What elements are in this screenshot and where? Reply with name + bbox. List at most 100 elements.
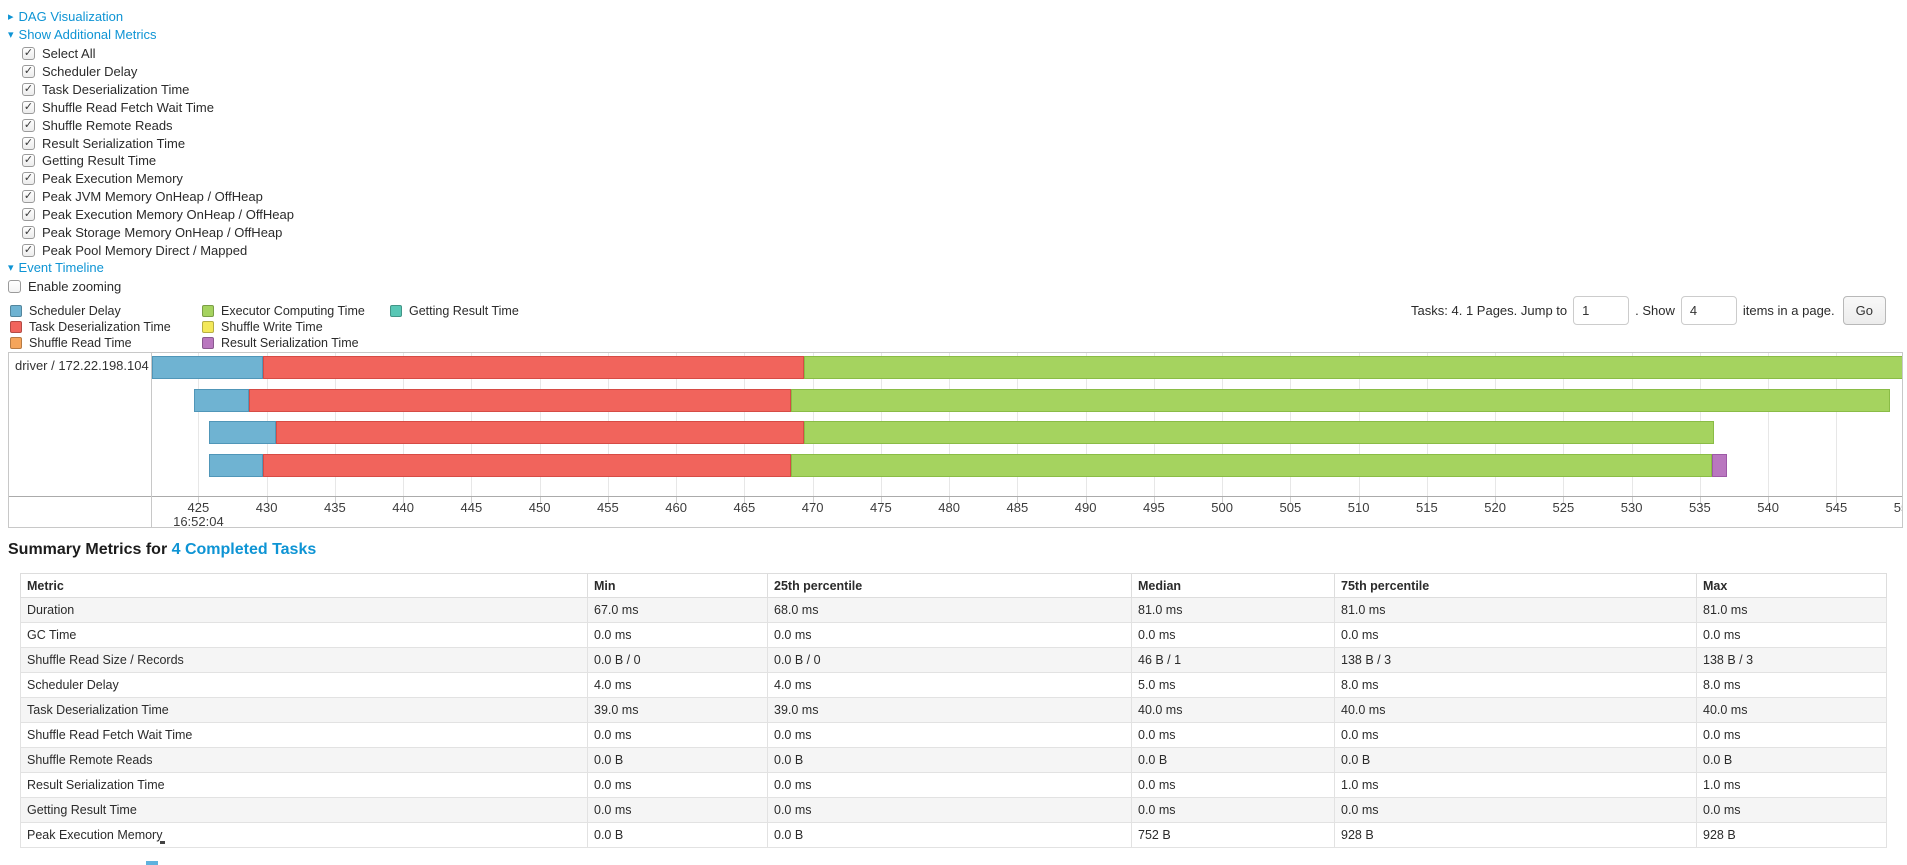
- metric-checkbox-row-peak-execution-memory-onheap-offheap[interactable]: ✓ Peak Execution Memory OnHeap / OffHeap: [22, 206, 294, 223]
- metric-value-cell: 0.0 ms: [767, 722, 1132, 748]
- tick-mark: [403, 496, 405, 503]
- metric-checkbox-row-getting-result-time[interactable]: ✓ Getting Result Time: [22, 152, 156, 169]
- checkbox-label: Peak JVM Memory OnHeap / OffHeap: [42, 189, 263, 205]
- metric-name-cell: Shuffle Read Size / Records: [20, 647, 588, 673]
- metric-checkbox-row-scheduler-delay[interactable]: ✓ Scheduler Delay: [22, 63, 137, 80]
- axis-tick-label: 520: [1484, 500, 1506, 515]
- metric-checkbox-row-shuffle-read-fetch-wait-time[interactable]: ✓ Shuffle Read Fetch Wait Time: [22, 99, 214, 116]
- dag-visualization-toggle[interactable]: ▸ DAG Visualization: [8, 9, 123, 24]
- timeline-axis-line: [9, 496, 1902, 497]
- chevron-right-icon: ▸: [8, 11, 14, 23]
- event-timeline-toggle[interactable]: ▾ Event Timeline: [8, 260, 104, 275]
- metric-checkbox-row-result-serialization-time[interactable]: ✓ Result Serialization Time: [22, 135, 185, 152]
- tick-mark: [266, 496, 268, 503]
- checkbox-icon[interactable]: ✓: [22, 47, 35, 60]
- checkbox-icon[interactable]: ✓: [22, 118, 35, 132]
- task-3-scheduler-delay-segment[interactable]: [209, 453, 263, 477]
- metric-checkbox-row-peak-jvm-memory-onheap-offheap[interactable]: ✓ Peak JVM Memory OnHeap / OffHeap: [22, 188, 263, 205]
- task-0-scheduler-delay-segment[interactable]: [152, 356, 263, 379]
- jump-to-page-input[interactable]: [1573, 296, 1630, 325]
- chevron-down-icon: ▾: [8, 262, 14, 274]
- checkbox-icon[interactable]: ✓: [22, 64, 35, 78]
- metric-value-cell: 138 B / 3: [1334, 647, 1697, 673]
- task-0-task-deserialization-segment[interactable]: [262, 356, 805, 379]
- enable-zooming-checkbox-row[interactable]: Enable zooming: [8, 278, 121, 295]
- metric-value-cell: 40.0 ms: [1696, 697, 1887, 723]
- metric-value-cell: 4.0 ms: [767, 672, 1132, 698]
- axis-tick-label: 435: [324, 500, 346, 515]
- go-button[interactable]: Go: [1842, 296, 1886, 325]
- metric-value-cell: 0.0 ms: [1334, 722, 1697, 748]
- axis-tick-label: 485: [1006, 500, 1029, 515]
- completed-tasks-link[interactable]: 4 Completed Tasks: [171, 541, 317, 558]
- metric-name-cell: GC Time: [20, 622, 588, 648]
- table-row: Peak Execution Memory 0.0 B 0.0 B 752 B 928 …: [20, 822, 1887, 848]
- metric-name-cell: Shuffle Read Fetch Wait Time: [20, 722, 588, 748]
- show-additional-metrics-toggle[interactable]: ▾ Show Additional Metrics: [8, 27, 157, 42]
- checkbox-icon[interactable]: ✓: [22, 226, 35, 239]
- checkbox-icon[interactable]: ✓: [22, 136, 35, 150]
- executor-host-label: driver / 172.22.198.104: [15, 358, 149, 373]
- metric-checkbox-row-shuffle-remote-reads[interactable]: ✓ Shuffle Remote Reads: [22, 117, 173, 134]
- checkbox-icon[interactable]: ✓: [22, 243, 35, 257]
- legend-swatch-icon: [10, 321, 22, 333]
- metric-checkbox-row-peak-pool-memory-direct-mapped[interactable]: ✓ Peak Pool Memory Direct / Mapped: [22, 242, 247, 259]
- metric-value-cell: 67.0 ms: [587, 597, 768, 623]
- checkbox-icon[interactable]: ✓: [22, 172, 35, 186]
- metric-value-cell: 0.0 B / 0: [767, 647, 1132, 673]
- task-2-task-deserialization-segment[interactable]: [276, 421, 805, 444]
- metric-checkbox-row-select-all[interactable]: ✓ Select All: [22, 45, 95, 62]
- task-3-result-serialization-segment[interactable]: [1712, 453, 1728, 477]
- legend-label: Executor Computing Time: [221, 304, 365, 318]
- task-3-executor-computing-segment[interactable]: [790, 453, 1713, 477]
- column-header-75th-percentile: 75th percentile: [1334, 573, 1697, 598]
- metric-value-cell: 928 B: [1334, 822, 1697, 848]
- tick-mark: [1768, 496, 1770, 503]
- metric-value-cell: 0.0 B: [1696, 747, 1887, 773]
- checkbox-label: Peak Storage Memory OnHeap / OffHeap: [42, 225, 283, 240]
- checkbox-label: Scheduler Delay: [42, 63, 138, 79]
- legend-swatch-icon: [202, 305, 214, 317]
- task-2-scheduler-delay-segment[interactable]: [209, 421, 277, 444]
- task-1-task-deserialization-segment[interactable]: [248, 388, 791, 412]
- legend-item-task-deserialization-time: Task Deserialization Time: [10, 319, 171, 335]
- checkbox-label: Shuffle Remote Reads: [42, 117, 173, 133]
- enable-zooming-checkbox[interactable]: [8, 280, 21, 293]
- column-header-max: Max: [1696, 573, 1887, 598]
- checkbox-icon[interactable]: ✓: [22, 154, 35, 168]
- metric-value-cell: 4.0 ms: [587, 672, 768, 698]
- metric-value-cell: 0.0 ms: [767, 772, 1132, 798]
- task-0-executor-computing-segment[interactable]: [804, 356, 1902, 379]
- metric-checkbox-row-peak-execution-memory[interactable]: ✓ Peak Execution Memory: [22, 170, 183, 187]
- summary-metrics-heading: Summary Metrics for 4 Completed Tasks: [8, 541, 316, 559]
- task-3-task-deserialization-segment[interactable]: [262, 453, 791, 477]
- axis-tick-label: 475: [870, 500, 892, 515]
- axis-time-label: 16:52:04: [173, 514, 224, 528]
- tick-mark: [744, 496, 746, 503]
- clipped-next-section-link: [146, 861, 158, 865]
- gridline: [198, 353, 200, 496]
- metric-checkbox-row-task-deserialization-time[interactable]: ✓ Task Deserialization Time: [22, 81, 189, 98]
- task-1-executor-computing-segment[interactable]: [790, 388, 1890, 412]
- metric-value-cell: 0.0 ms: [1131, 722, 1335, 748]
- items-per-page-input[interactable]: [1680, 296, 1737, 325]
- checkbox-label: Shuffle Read Fetch Wait Time: [42, 99, 214, 115]
- metric-value-cell: 81.0 ms: [1334, 597, 1697, 623]
- metric-checkbox-row-peak-storage-memory-onheap-offheap[interactable]: ✓ Peak Storage Memory OnHeap / OffHeap: [22, 224, 282, 241]
- metric-name-cell: Duration: [20, 597, 588, 623]
- axis-tick-label: 455: [597, 500, 619, 515]
- checkbox-icon[interactable]: ✓: [22, 190, 35, 204]
- legend-label: Getting Result Time: [409, 304, 519, 318]
- checkbox-icon[interactable]: ✓: [22, 208, 35, 222]
- tick-mark: [198, 496, 200, 503]
- metric-value-cell: 0.0 ms: [1696, 622, 1887, 648]
- task-1-scheduler-delay-segment[interactable]: [194, 388, 249, 412]
- legend-label: Scheduler Delay: [29, 304, 121, 318]
- metric-value-cell: 138 B / 3: [1696, 647, 1887, 673]
- checkbox-icon[interactable]: ✓: [22, 82, 35, 96]
- summary-metrics-heading-text: Summary Metrics for: [8, 541, 172, 558]
- metric-value-cell: 0.0 ms: [1131, 797, 1335, 823]
- task-2-executor-computing-segment[interactable]: [804, 421, 1714, 444]
- metric-value-cell: 39.0 ms: [587, 697, 768, 723]
- checkbox-icon[interactable]: ✓: [22, 100, 35, 114]
